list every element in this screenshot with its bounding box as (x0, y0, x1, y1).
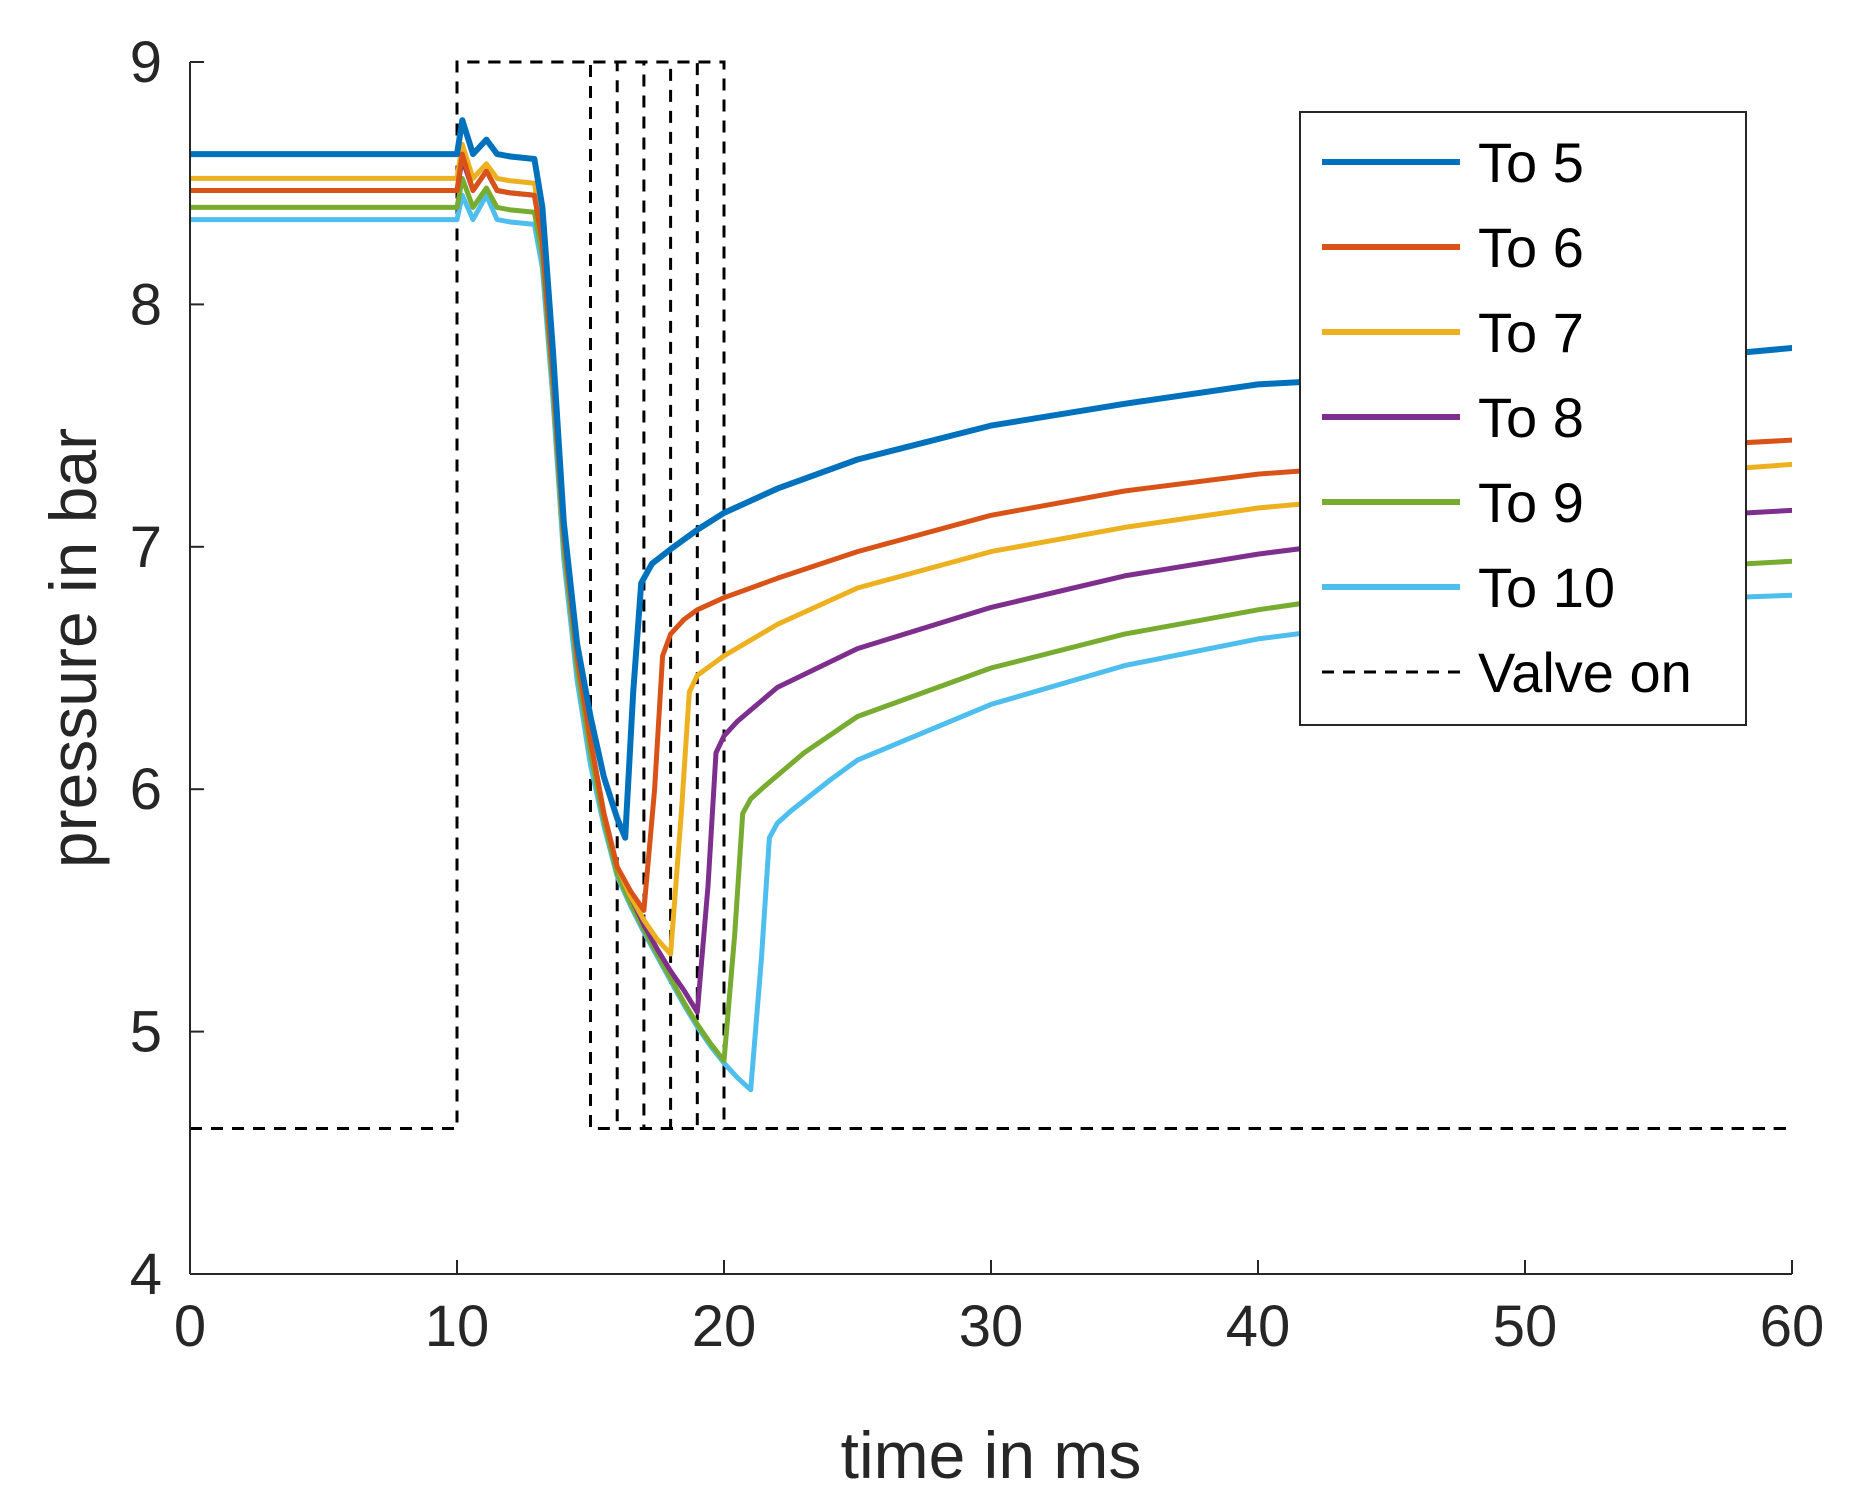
x-tick-label: 40 (1226, 1294, 1291, 1359)
legend-item: Valve on (1322, 641, 1692, 704)
legend-label: To 7 (1478, 301, 1584, 364)
y-tick-label: 7 (130, 515, 162, 580)
x-tick-label: 50 (1493, 1294, 1558, 1359)
x-tick-label: 0 (174, 1294, 206, 1359)
axes: 0 10 20 30 40 50 60 4 5 6 7 8 9 (130, 30, 1825, 1359)
legend-label: To 9 (1478, 471, 1584, 534)
x-axis-label: time in ms (841, 1418, 1142, 1492)
y-tick-label: 9 (130, 30, 162, 95)
x-tick-label: 30 (959, 1294, 1024, 1359)
series-valve-on (190, 60, 1792, 1131)
x-tick-label: 60 (1760, 1294, 1825, 1359)
legend-label: To 8 (1478, 386, 1584, 449)
x-tick-label: 10 (425, 1294, 490, 1359)
y-tick-label: 5 (130, 1000, 162, 1065)
x-tick-label: 20 (692, 1294, 757, 1359)
series-line-to-5 (190, 117, 1792, 841)
legend-item: To 10 (1322, 556, 1615, 619)
legend-label: Valve on (1478, 641, 1692, 704)
legend-item: To 6 (1322, 216, 1584, 279)
legend-label: To 6 (1478, 216, 1584, 279)
y-tick-label: 6 (130, 757, 162, 822)
series-line-to-9 (190, 175, 1792, 1064)
legend: To 5 To 6 To 7 To 8 To 9 To 10 Valve on (1299, 111, 1747, 726)
legend-item: To 9 (1322, 471, 1584, 534)
series-line-to-6 (190, 151, 1792, 913)
legend-item: To 5 (1322, 131, 1584, 194)
legend-item: To 8 (1322, 386, 1584, 449)
legend-item: To 7 (1322, 301, 1584, 364)
legend-label: To 5 (1478, 131, 1584, 194)
y-axis-label: pressure in bar (36, 428, 110, 868)
series-line-to-7 (190, 141, 1792, 957)
y-tick-label: 8 (130, 272, 162, 337)
plot-area (190, 60, 1792, 1131)
valve-on-line-20 (190, 60, 1792, 1131)
y-tick-label: 4 (130, 1242, 162, 1307)
legend-label: To 10 (1478, 556, 1615, 619)
